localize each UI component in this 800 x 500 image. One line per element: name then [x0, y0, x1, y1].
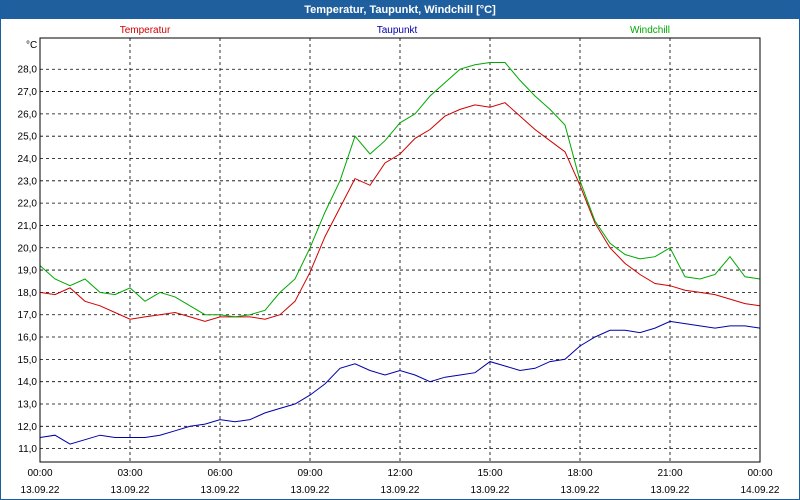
chart-title: Temperatur, Taupunkt, Windchill [°C]: [1, 1, 799, 19]
legend-taupunkt: Taupunkt: [377, 25, 418, 36]
x-tick-date: 13.09.22: [381, 485, 420, 496]
series-line-taupunkt: [39, 320, 761, 445]
x-tick-time: 21:00: [657, 468, 682, 479]
y-tick-label: 24,0: [18, 154, 38, 165]
x-axis-ticks: 00:00 13.09.22 03:00 13.09.22 06:00 13.09.22 0…: [21, 468, 780, 496]
y-tick-label: 22,0: [18, 199, 38, 210]
y-tick-label: 17,0: [18, 310, 38, 321]
y-tick-label: 20,0: [18, 243, 38, 254]
y-tick-label: 21,0: [18, 221, 38, 232]
y-tick-label: 23,0: [18, 176, 38, 187]
y-tick-label: 14,0: [18, 377, 38, 388]
y-tick-label: 11,0: [18, 444, 37, 455]
y-tick-label: 28,0: [18, 65, 38, 76]
series-lines: [39, 62, 761, 445]
legend-windchill: Windchill: [630, 25, 670, 36]
legend: Temperatur Taupunkt Windchill: [120, 25, 670, 36]
x-tick-date: 13.09.22: [561, 485, 600, 496]
y-axis-ticks: 11,0 12,0 13,0 14,0 15,0 16,0 17,0 18,0 19,0 20,0…: [18, 65, 38, 455]
y-tick-label: 18,0: [18, 288, 38, 299]
x-tick-time: 00:00: [747, 468, 772, 479]
x-tick-date: 13.09.22: [291, 485, 330, 496]
x-tick-date: 14.09.22: [741, 485, 780, 496]
y-tick-label: 27,0: [18, 87, 38, 98]
y-tick-label: 13,0: [18, 399, 38, 410]
legend-temperatur: Temperatur: [120, 25, 171, 36]
x-tick-time: 06:00: [207, 468, 232, 479]
y-tick-label: 25,0: [18, 132, 38, 143]
x-tick-date: 13.09.22: [651, 485, 690, 496]
x-tick-time: 00:00: [27, 468, 52, 479]
series-line-windchill: [39, 62, 761, 318]
x-tick-time: 09:00: [297, 468, 322, 479]
y-tick-label: 12,0: [18, 422, 38, 433]
x-tick-date: 13.09.22: [201, 485, 240, 496]
y-tick-label: 15,0: [18, 355, 38, 366]
grid: [40, 38, 760, 462]
y-tick-label: 16,0: [18, 333, 38, 344]
x-tick-time: 18:00: [567, 468, 592, 479]
x-tick-date: 13.09.22: [471, 485, 510, 496]
x-tick-time: 12:00: [387, 468, 412, 479]
x-tick-time: 03:00: [117, 468, 142, 479]
x-tick-time: 15:00: [477, 468, 502, 479]
y-tick-label: 26,0: [18, 109, 38, 120]
x-tick-date: 13.09.22: [21, 485, 60, 496]
y-axis-label: °C: [26, 40, 37, 51]
plot-area-border: [39, 37, 761, 463]
x-tick-date: 13.09.22: [111, 485, 150, 496]
y-tick-label: 19,0: [18, 266, 38, 277]
series-line-temperatur: [39, 102, 761, 322]
